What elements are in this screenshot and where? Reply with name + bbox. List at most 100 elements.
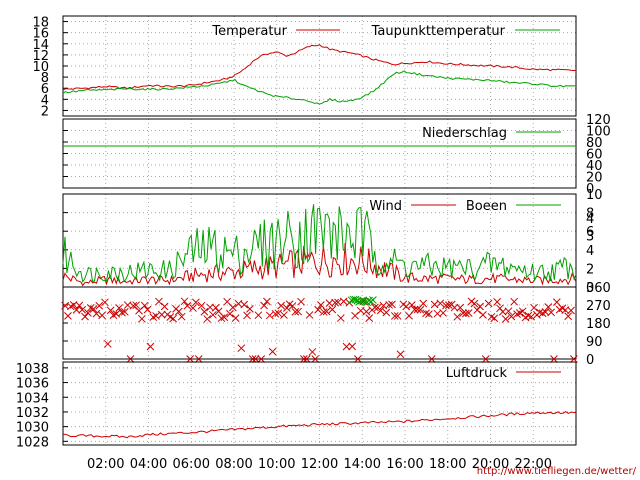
direction-point	[294, 307, 303, 316]
direction-point	[396, 350, 405, 359]
direction-point	[248, 355, 257, 363]
direction-point	[89, 305, 98, 313]
direction-point	[552, 298, 561, 306]
direction-point	[444, 301, 453, 309]
direction-point	[390, 312, 399, 320]
direction-point	[251, 355, 260, 363]
direction-point	[203, 315, 212, 323]
direction-point	[263, 297, 271, 306]
direction-point	[129, 301, 138, 310]
direction-point	[453, 312, 462, 321]
y-tick-label: 16	[32, 27, 49, 42]
direction-point	[427, 355, 436, 363]
luftdruck-legend: Luftdruck	[446, 366, 508, 381]
direction-point	[138, 314, 146, 323]
direction-point	[64, 312, 72, 320]
direction-point	[402, 302, 411, 311]
direction-point	[493, 297, 501, 306]
direction-point	[450, 303, 459, 312]
direction-point	[319, 308, 328, 316]
direction-point	[422, 309, 430, 318]
direction-point	[280, 311, 288, 319]
y-tick-label: 4	[41, 93, 49, 108]
direction-point	[132, 301, 141, 310]
direction-point	[220, 313, 229, 322]
direction-point	[237, 344, 246, 353]
x-tick-label: 02:00	[87, 457, 124, 472]
y-tick-label: 270	[586, 299, 611, 314]
y-tick-label: 14	[32, 38, 49, 53]
temperatur-legend: Temperatur	[211, 24, 287, 39]
direction-point	[339, 297, 348, 306]
series-line-temperatur	[62, 44, 577, 91]
direction-point	[501, 315, 510, 323]
x-tick-label: 04:00	[130, 457, 167, 472]
direction-point	[240, 300, 249, 309]
x-tick-label: 06:00	[173, 457, 210, 472]
x-tick-label: 20:00	[472, 457, 509, 472]
series-line-taupunkttemperatur	[62, 70, 577, 105]
direction-point	[490, 314, 499, 323]
direction-point	[570, 355, 578, 363]
direction-point	[257, 355, 266, 363]
direction-point	[336, 314, 345, 322]
direction-point	[302, 355, 311, 363]
series-line-boeen	[62, 204, 577, 283]
direction-point	[462, 309, 470, 318]
direction-point	[115, 304, 123, 312]
y-tick-label: 180	[586, 317, 611, 332]
direction-point	[322, 307, 331, 316]
x-tick-label: 16:00	[386, 457, 423, 472]
y-tick-label: 360	[586, 281, 611, 296]
direction-point	[408, 301, 416, 309]
series-line-wind	[62, 242, 577, 287]
y-tick-label: 4	[586, 212, 594, 227]
y-tick-label: 20	[586, 171, 603, 186]
y-tick-label: 8	[586, 207, 594, 222]
direction-point	[331, 298, 339, 307]
direction-point	[228, 303, 237, 312]
direction-point	[226, 309, 234, 318]
direction-point	[436, 299, 445, 308]
direction-point	[365, 314, 374, 322]
direction-point	[84, 309, 92, 317]
x-tick-label: 14:00	[344, 457, 381, 472]
x-tick-label: 22:00	[515, 457, 552, 472]
y-tick-label: 120	[586, 113, 611, 128]
credit-url: http://www.tiefliegen.de/wetter/	[477, 466, 637, 477]
direction-point	[192, 298, 200, 307]
direction-point	[243, 311, 251, 320]
direction-point	[393, 312, 402, 320]
direction-point	[209, 310, 217, 319]
direction-point	[274, 309, 283, 318]
direction-point	[186, 355, 195, 363]
direction-point	[530, 303, 538, 312]
direction-point	[388, 300, 396, 309]
direction-point	[277, 301, 285, 310]
direction-point	[157, 310, 166, 319]
direction-point	[118, 308, 126, 317]
direction-point	[78, 305, 87, 314]
direction-point	[376, 306, 385, 315]
direction-point	[211, 303, 220, 312]
y-tick-label: 1032	[16, 406, 49, 421]
y-tick-label: 2	[41, 104, 49, 119]
direction-point	[507, 312, 516, 321]
direction-point	[197, 301, 206, 310]
direction-point	[169, 314, 177, 323]
direction-point	[504, 307, 513, 316]
direction-point	[92, 309, 101, 318]
direction-point	[300, 355, 308, 363]
y-tick-label: 1030	[16, 421, 49, 436]
direction-point	[282, 304, 291, 312]
y-tick-label: 18	[32, 16, 49, 31]
direction-point	[231, 314, 240, 322]
direction-point	[342, 342, 351, 351]
direction-point	[265, 311, 274, 320]
niederschlag-legend: Niederschlag	[422, 126, 507, 141]
direction-point	[183, 301, 192, 310]
direction-point	[518, 307, 527, 316]
direction-point	[405, 311, 413, 320]
direction-point	[155, 297, 163, 306]
